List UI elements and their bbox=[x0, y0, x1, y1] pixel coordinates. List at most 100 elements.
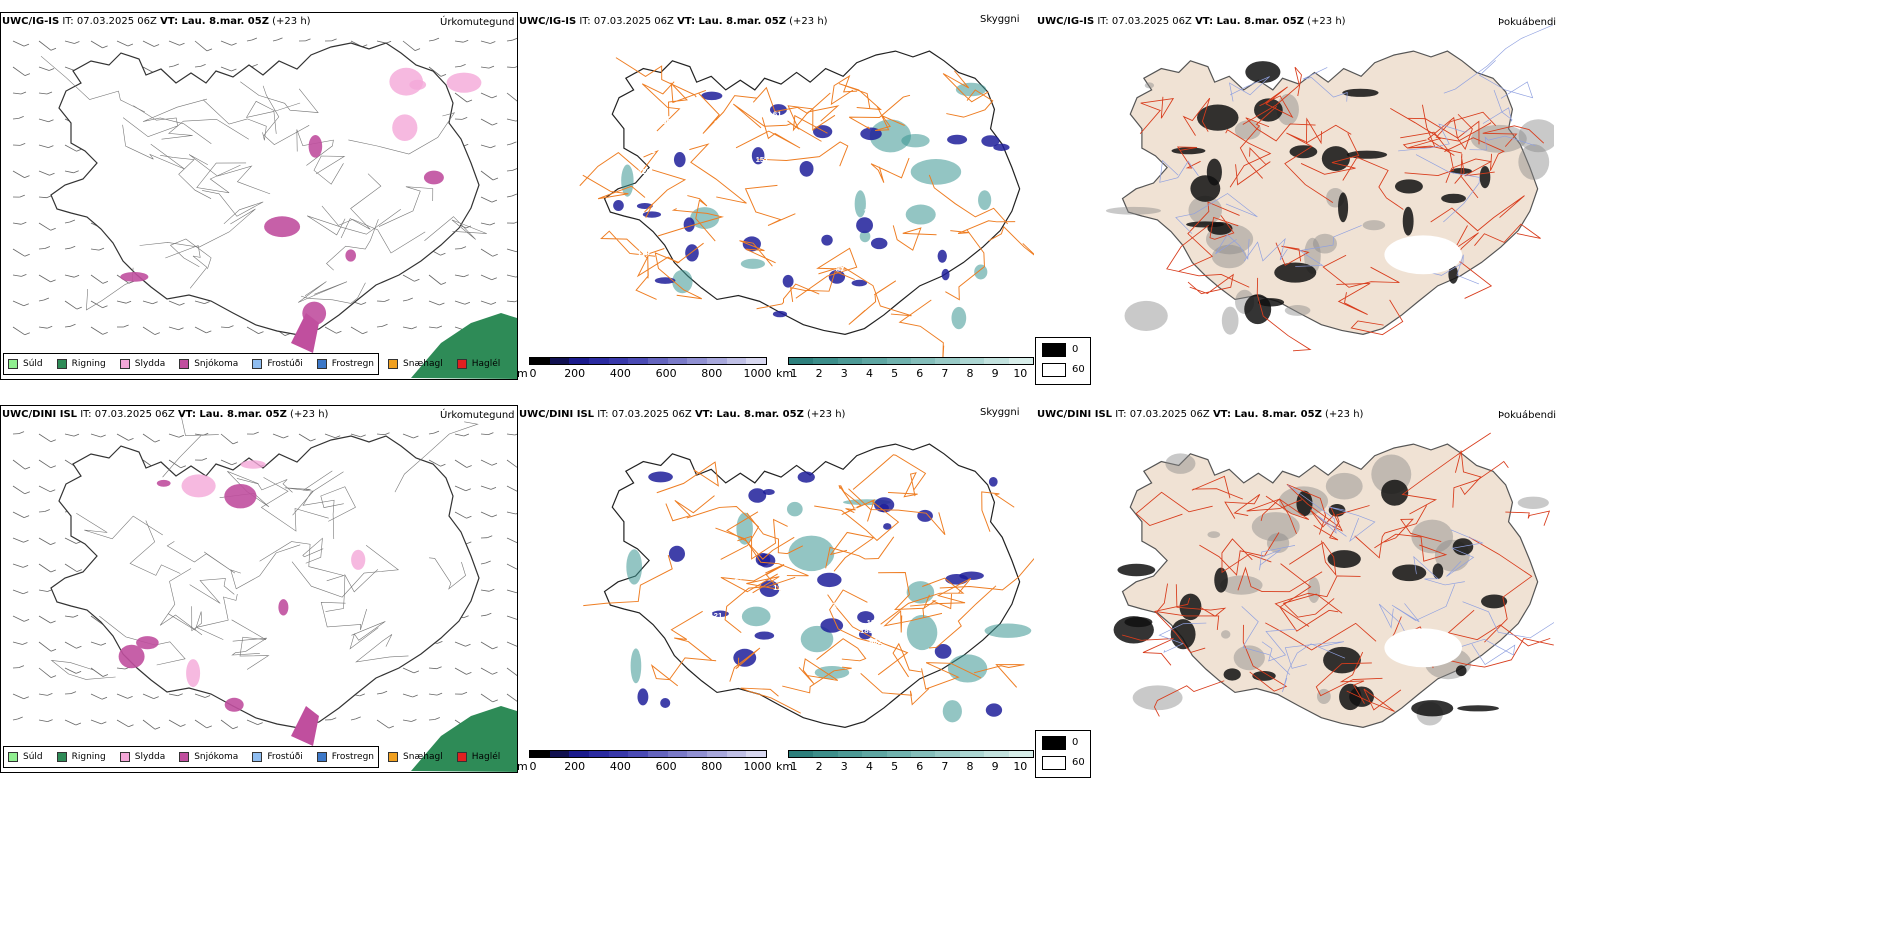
field-blob bbox=[224, 484, 257, 509]
wind-barb-feather bbox=[44, 246, 51, 249]
wind-barb bbox=[38, 563, 52, 573]
wind-barb bbox=[12, 718, 18, 721]
road-line bbox=[1350, 299, 1404, 336]
wind-barb bbox=[402, 667, 415, 674]
wind-barb-feather bbox=[437, 641, 443, 644]
field-blob bbox=[668, 545, 686, 562]
road-line bbox=[921, 662, 982, 690]
wind-barb-feather bbox=[331, 38, 337, 42]
wind-barb bbox=[64, 221, 70, 224]
legend-swatch bbox=[316, 359, 327, 369]
wind-barb-feather bbox=[46, 91, 53, 95]
wind-barb bbox=[506, 693, 517, 702]
model-name: UWC/IG-IS bbox=[1037, 16, 1095, 27]
road-line bbox=[262, 85, 310, 145]
field-blob bbox=[740, 258, 766, 269]
wind-barb bbox=[194, 66, 201, 68]
road-line bbox=[142, 98, 212, 145]
wind-barb bbox=[246, 719, 258, 725]
wind-barb-feather bbox=[102, 305, 108, 309]
field-blob bbox=[951, 306, 967, 330]
island-outline bbox=[603, 50, 1021, 335]
field-blob bbox=[308, 135, 323, 158]
road-line bbox=[1322, 254, 1400, 288]
island-outline bbox=[50, 42, 480, 336]
field-blob bbox=[869, 119, 912, 153]
wind-barb-feather bbox=[253, 431, 259, 435]
wind-barb-feather bbox=[515, 513, 517, 515]
wind-barb-feather bbox=[414, 278, 420, 282]
wind-barb bbox=[194, 719, 208, 729]
road-line bbox=[40, 55, 146, 113]
wind-barb-feather bbox=[489, 588, 495, 592]
field-blob bbox=[1432, 563, 1444, 579]
road-line bbox=[880, 577, 965, 625]
wind-barb bbox=[116, 433, 129, 441]
road-line bbox=[790, 270, 855, 303]
field-blob bbox=[754, 631, 775, 640]
wind-barb bbox=[168, 719, 181, 727]
wind-barb bbox=[454, 274, 464, 278]
road-line bbox=[787, 105, 836, 131]
field-blob bbox=[978, 190, 992, 210]
wind-barb bbox=[38, 248, 45, 250]
road-line bbox=[231, 619, 270, 670]
wind-barb bbox=[64, 641, 77, 649]
wind-barb bbox=[376, 433, 385, 436]
wind-barb-feather bbox=[360, 434, 366, 438]
wind-barb-feather bbox=[436, 666, 442, 670]
wind-barb bbox=[12, 693, 24, 700]
wind-barb-feather bbox=[206, 330, 212, 334]
road-line bbox=[720, 563, 785, 593]
wind-barb bbox=[324, 433, 336, 439]
road-line bbox=[827, 594, 909, 676]
field-blob bbox=[392, 114, 418, 141]
colorbar-tick: 3 bbox=[840, 760, 848, 773]
precip-map-row1 bbox=[12, 37, 517, 379]
road-line bbox=[898, 299, 945, 362]
wind-barb-feather bbox=[102, 332, 108, 335]
precip-header-row2: UWC/DINI ISL IT: 07.03.2025 06Z VT: Lau.… bbox=[2, 409, 328, 420]
wind-barb bbox=[168, 459, 182, 469]
field-blob bbox=[1190, 175, 1221, 202]
wind-barb bbox=[480, 667, 493, 675]
field-blob bbox=[683, 217, 695, 232]
field-blob bbox=[120, 272, 149, 282]
road-line bbox=[1154, 597, 1206, 654]
road-line bbox=[1454, 638, 1516, 666]
field-blob bbox=[1457, 705, 1499, 712]
road-line bbox=[1191, 475, 1244, 500]
wind-barb-feather bbox=[232, 441, 239, 445]
road-line bbox=[259, 541, 345, 582]
wind-barb-feather bbox=[384, 299, 390, 302]
road-line bbox=[583, 554, 673, 607]
wind-barb-feather bbox=[232, 726, 239, 730]
wind-barb bbox=[194, 40, 208, 52]
road-line bbox=[746, 564, 784, 594]
colorbar-tick: 0 bbox=[529, 367, 537, 380]
glacier bbox=[1384, 235, 1462, 275]
lead-time: (+23 h) bbox=[807, 409, 846, 420]
wind-barb bbox=[506, 641, 517, 647]
wind-barb-feather bbox=[492, 177, 499, 181]
road-line bbox=[829, 531, 875, 572]
wind-barb bbox=[376, 300, 385, 302]
colorbar-tick: 8 bbox=[966, 760, 974, 773]
legend-label: Frostregn bbox=[331, 359, 375, 369]
wind-barb-feather bbox=[439, 302, 445, 306]
road-line bbox=[1229, 76, 1270, 102]
road-line bbox=[665, 495, 715, 522]
field-blob bbox=[240, 460, 266, 469]
field-blob bbox=[224, 697, 244, 712]
wind-barb bbox=[12, 300, 24, 307]
field-blob bbox=[1221, 306, 1239, 335]
wind-barb bbox=[12, 537, 24, 543]
cloud-base-label: 193 bbox=[703, 513, 717, 522]
field-blob bbox=[937, 249, 947, 263]
road-line bbox=[1287, 484, 1347, 537]
fog-map-row1 bbox=[1105, 24, 1554, 352]
road-line bbox=[641, 81, 681, 132]
wind-barb-feather bbox=[22, 565, 29, 568]
field-blob bbox=[701, 91, 723, 101]
road-line bbox=[1187, 273, 1234, 295]
